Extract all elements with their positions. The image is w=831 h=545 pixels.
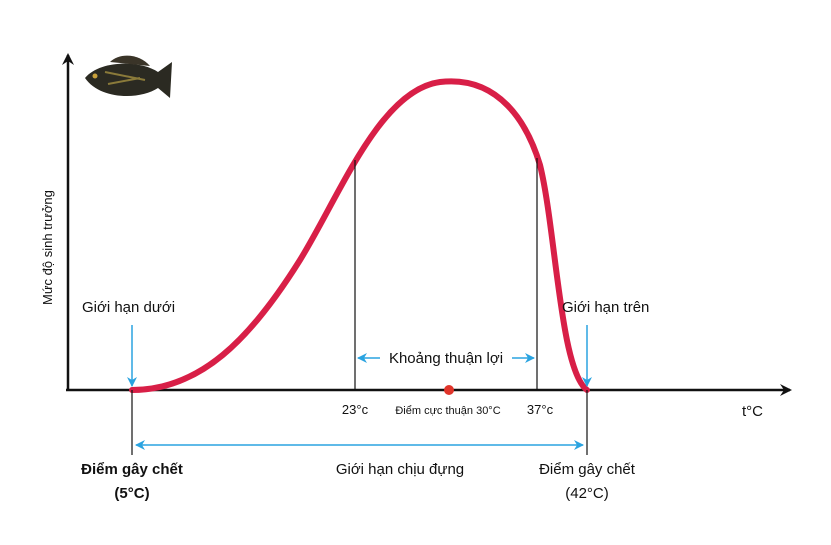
favorable-range-label: Khoảng thuận lợi: [389, 350, 503, 367]
optimum-point: [444, 385, 454, 395]
lethal-low-temp: (5°C): [114, 485, 149, 502]
lethal-low-label: Điểm gây chết: [81, 461, 183, 478]
lower-limit-label: Giới hạn dưới: [82, 299, 175, 316]
x-axis-label: t°C: [742, 403, 763, 420]
upper-limit-label: Giới hạn trên: [562, 299, 649, 316]
growth-curve: [129, 78, 590, 393]
lethal-high-temp: (42°C): [565, 485, 609, 502]
tick-label: 23°c: [342, 402, 369, 417]
optimum-label: Điểm cực thuận 30°C: [395, 405, 500, 417]
tolerance-label: Giới hạn chịu đựng: [336, 461, 464, 478]
y-axis-label: Mức độ sinh trưởng: [40, 190, 55, 305]
fish-icon: [85, 55, 172, 98]
tick-label: 37°c: [527, 402, 554, 417]
lethal-high-label: Điểm gây chết: [539, 461, 636, 478]
